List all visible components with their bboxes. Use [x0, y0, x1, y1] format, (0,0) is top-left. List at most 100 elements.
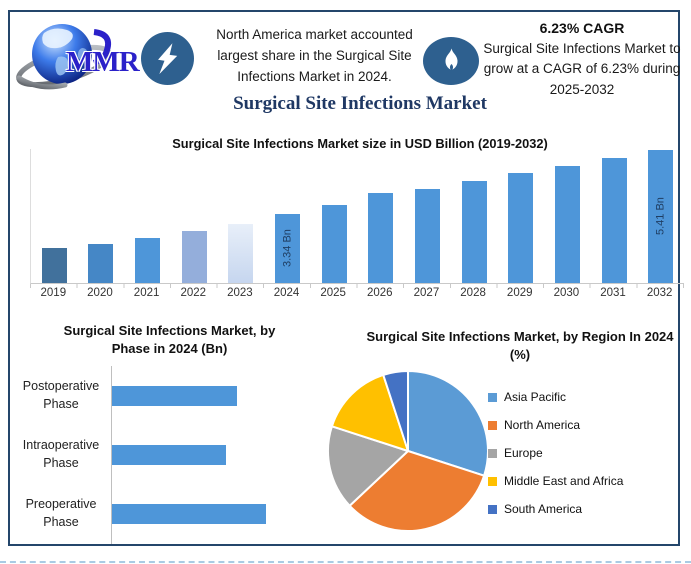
bar-data-label-2032: 5.41 Bn	[654, 197, 667, 236]
legend-item: South America	[488, 502, 623, 516]
x-axis-label-2028: 2028	[460, 287, 486, 299]
x-axis-label-2029: 2029	[506, 287, 533, 299]
bar-2026	[368, 193, 394, 283]
x-axis-label-2026: 2026	[367, 287, 393, 299]
x-axis-label-2032: 2032	[646, 287, 673, 299]
phase-plot: Postoperative Phase Intraoperative Phase P…	[14, 366, 314, 544]
x-axis-label-2025: 2025	[320, 287, 346, 299]
flame-icon	[444, 48, 458, 70]
bar-slot-2032: 5.41 Bn	[637, 149, 684, 283]
pie-slice-north-america	[348, 450, 486, 532]
phase-bar	[112, 444, 226, 465]
bar-slot-2023	[218, 149, 265, 283]
legend-label: South America	[504, 502, 583, 516]
bar-2028	[461, 181, 487, 283]
bar-2031	[601, 158, 627, 283]
bar-slot-2028	[451, 149, 498, 283]
bar-slot-2025	[311, 149, 358, 283]
legend-marker	[488, 392, 497, 402]
category-axis	[111, 366, 112, 544]
bottom-dashed-line	[0, 561, 691, 563]
region-pie	[325, 368, 491, 534]
market-size-chart-title: Surgical Site Infections Market size in …	[172, 136, 548, 151]
legend-item: Asia Pacific	[488, 390, 623, 404]
bar-slot-2024: 3.34 Bn	[264, 149, 311, 283]
headline-callout: North America market accounted largest s…	[216, 27, 413, 84]
x-axis-label-2022: 2022	[180, 287, 207, 299]
legend-item: Middle East and Africa	[488, 474, 623, 488]
phase-label: Preoperative Phase	[25, 497, 97, 529]
bar-slot-2029	[497, 149, 544, 283]
phase-row: Postoperative Phase	[14, 366, 314, 425]
bar-2021	[135, 238, 161, 283]
phase-bar	[112, 385, 237, 406]
cagr-badge	[423, 37, 479, 85]
legend-marker	[488, 420, 497, 430]
phase-label: Postoperative Phase	[22, 379, 100, 411]
bar-2025	[321, 205, 347, 283]
phase-row: Intraoperative Phase	[14, 425, 314, 484]
globe-icon	[16, 24, 112, 90]
legend-item: Europe	[488, 446, 623, 460]
cagr-text: Surgical Site Infections Market to grow …	[483, 41, 681, 97]
legend-item: North America	[488, 418, 623, 432]
phase-chart-title: Surgical Site Infections Market, by Phas…	[63, 323, 276, 356]
legend-marker	[488, 504, 497, 514]
legend: Asia Pacific North America Europe Middle Ea…	[488, 390, 623, 516]
bar-2030	[554, 166, 580, 283]
legend-label: North America	[504, 418, 581, 432]
bar-slot-2020	[78, 149, 125, 283]
bar-2023	[228, 224, 254, 283]
bar-2022	[181, 231, 207, 283]
bar-slot-2022	[171, 149, 218, 283]
x-axis-label-2020: 2020	[87, 287, 113, 299]
x-axis-label-2019: 2019	[40, 287, 67, 299]
legend-label: Europe	[504, 446, 543, 460]
legend-marker	[488, 476, 497, 486]
x-axis-labels: 2019 2020 2021 2022 2023 2024 2025 2026 2027 2028…	[30, 287, 683, 299]
cagr-callout: 6.23% CAGR Surgical Site Infections Mark…	[483, 20, 681, 100]
pie-slice-asia-pacific	[407, 370, 489, 477]
bar-data-label-2024: 3.34 Bn	[281, 229, 294, 268]
pie-slice-south-america	[382, 370, 409, 452]
headline-badge	[141, 32, 194, 85]
legend-label: Asia Pacific	[504, 390, 567, 404]
bar-2020	[88, 244, 114, 283]
bar-slot-2026	[357, 149, 404, 283]
page-title: Surgical Site Infections Market	[233, 93, 487, 114]
pie-slice-europe	[327, 425, 409, 507]
phase-chart: Surgical Site Infections Market, by Phas…	[12, 322, 327, 544]
bar-2019	[41, 248, 67, 283]
legend-marker	[488, 448, 497, 458]
x-axis-label-2027: 2027	[413, 287, 440, 299]
bar-slot-2027	[404, 149, 451, 283]
region-chart: Surgical Site Infections Market, by Regi…	[325, 328, 681, 543]
bar-slot-2019	[31, 149, 78, 283]
region-chart-title: Surgical Site Infections Market, by Regi…	[366, 329, 674, 362]
x-axis-label-2021: 2021	[133, 287, 160, 299]
bar-2024: 3.34 Bn	[275, 214, 301, 283]
x-axis-label-2023: 2023	[227, 287, 253, 299]
bars-area: 3.34 Bn 5.41 Bn	[31, 149, 684, 283]
bar-slot-2031	[591, 149, 638, 283]
bar-slot-2030	[544, 149, 591, 283]
lightning-icon	[157, 42, 177, 74]
pie-svg	[327, 370, 489, 532]
bar-2029	[508, 173, 534, 283]
phase-row: Preoperative Phase	[14, 484, 314, 543]
bar-2027	[414, 189, 440, 283]
market-size-chart: 3.34 Bn 5.41 Bn	[30, 149, 684, 284]
x-axis-ticks	[30, 284, 684, 288]
outer-frame	[8, 10, 680, 546]
x-axis-label-2030: 2030	[553, 287, 580, 299]
bar-slot-2021	[124, 149, 171, 283]
x-axis-label-2024: 2024	[273, 287, 300, 299]
cagr-title: 6.23% CAGR	[539, 20, 625, 36]
phase-bar	[112, 503, 266, 524]
mmr-logo: MMR	[14, 20, 142, 96]
x-axis-label-2031: 2031	[600, 287, 626, 299]
logo-text: MMR	[66, 46, 140, 78]
bar-2032: 5.41 Bn	[648, 150, 674, 283]
legend-label: Middle East and Africa	[504, 474, 624, 488]
